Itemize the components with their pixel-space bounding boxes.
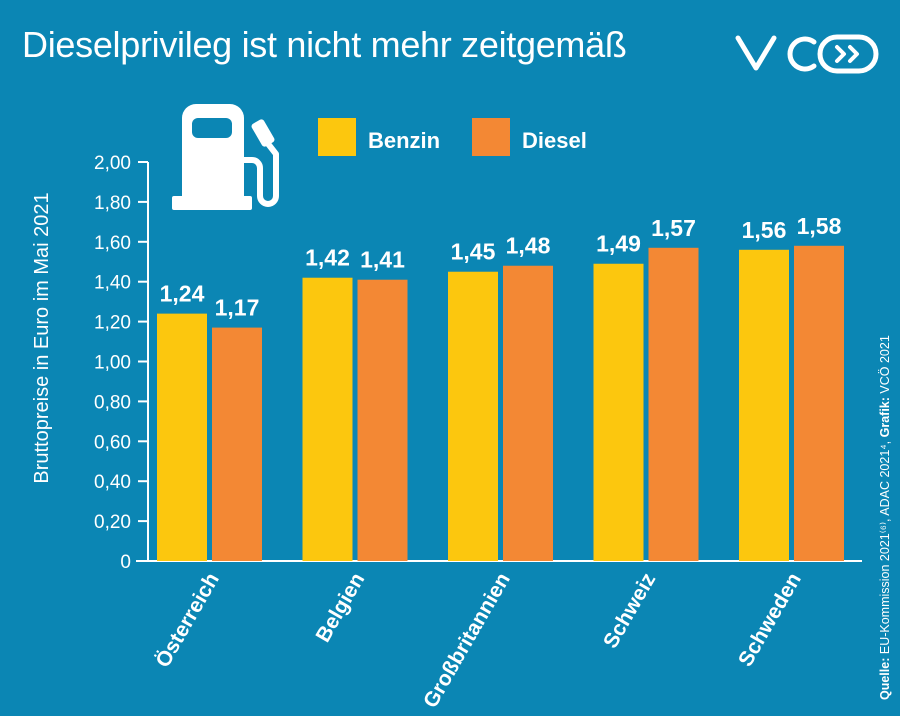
bar-value-label: 1,41 xyxy=(360,247,405,273)
source-note: Quelle: EU-Kommission 2021⁽⁶⁾, ADAC 2021… xyxy=(877,335,892,700)
y-tick-label: 1,20 xyxy=(94,313,131,334)
y-tick-label: 0 xyxy=(120,552,131,573)
x-tick-label: Schweden xyxy=(734,569,806,670)
x-tick-label: Österreich xyxy=(151,569,223,671)
bar-value-label: 1,56 xyxy=(742,217,787,243)
source-label: Quelle: xyxy=(878,657,892,700)
legend-label-benzin: Benzin xyxy=(368,128,440,153)
bar-diesel xyxy=(794,245,844,562)
bar-benzin xyxy=(448,271,498,561)
chart-legend: Benzin Diesel xyxy=(318,118,587,156)
page-title: Dieselprivileg ist nicht mehr zeitgemäß xyxy=(22,24,627,65)
bar-value-label: 1,42 xyxy=(305,245,350,271)
y-tick-label: 1,40 xyxy=(94,273,131,294)
bar-benzin xyxy=(302,277,353,561)
legend-swatch-diesel xyxy=(472,118,510,156)
y-axis-label: Bruttopreise in Euro im Mai 2021 xyxy=(31,192,53,483)
bar-benzin xyxy=(739,249,789,561)
bar-value-label: 1,24 xyxy=(160,281,205,307)
bar-value-label: 1,57 xyxy=(651,215,696,241)
x-tick-label: Großbritannien xyxy=(419,569,515,712)
bar-benzin xyxy=(593,263,644,561)
x-tick-label: Belgien xyxy=(311,569,369,646)
y-tick-label: 0,40 xyxy=(94,472,131,493)
y-tick-label: 2,00 xyxy=(94,153,131,174)
x-tick-label: Schweiz xyxy=(599,569,660,652)
bar-diesel xyxy=(503,265,553,561)
vco-logo-icon xyxy=(735,34,879,74)
bar-value-label: 1,49 xyxy=(596,231,641,257)
y-tick-label: 0,80 xyxy=(94,392,131,413)
y-tick-label: 1,00 xyxy=(94,353,131,374)
bar-value-label: 1,45 xyxy=(451,239,496,265)
bar-diesel xyxy=(212,327,262,561)
bar-diesel xyxy=(648,247,699,561)
legend-label-diesel: Diesel xyxy=(522,128,587,153)
source-text: EU-Kommission 2021⁽⁶⁾, ADAC 2021⁴, xyxy=(878,440,892,655)
graphic-label: Grafik: xyxy=(878,397,892,438)
y-tick-label: 1,80 xyxy=(94,193,131,214)
bar-value-label: 1,17 xyxy=(215,295,260,321)
y-tick-label: 0,60 xyxy=(94,432,131,453)
bar-value-label: 1,58 xyxy=(797,213,842,239)
graphic-text: VCÖ 2021 xyxy=(878,335,892,394)
fuel-pump-icon xyxy=(172,104,279,210)
y-tick-label: 0,20 xyxy=(94,512,131,533)
bar-value-label: 1,48 xyxy=(506,233,551,259)
bar-benzin xyxy=(157,313,207,561)
legend-swatch-benzin xyxy=(318,118,356,156)
y-tick-label: 1,60 xyxy=(94,233,131,254)
bar-diesel xyxy=(357,279,408,561)
